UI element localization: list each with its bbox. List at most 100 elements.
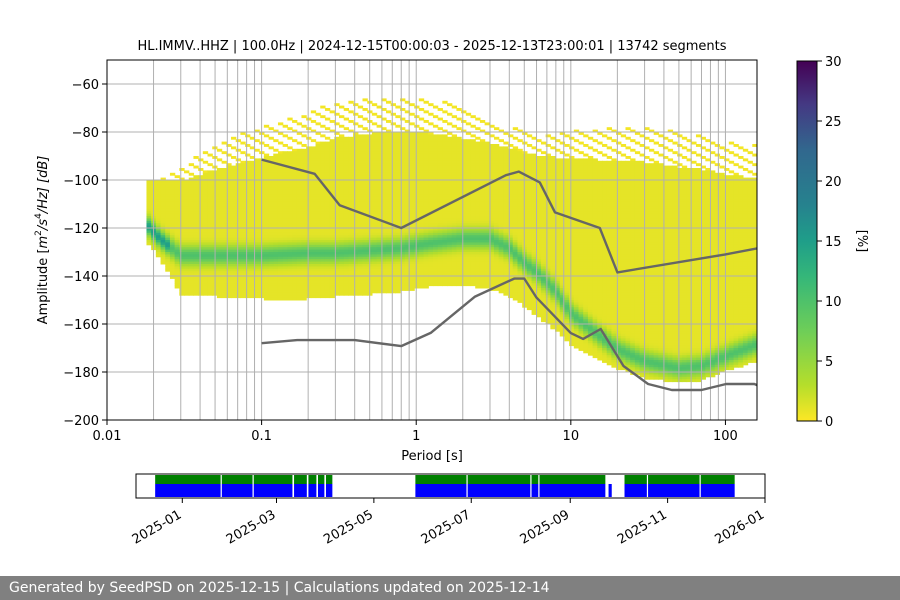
psd-cell: [447, 144, 453, 147]
psd-cell: [287, 127, 293, 131]
psd-cell: [404, 206, 411, 210]
psd-cell: [418, 280, 425, 284]
psd-cell: [498, 172, 504, 176]
psd-cell: [301, 124, 307, 128]
psd-cell: [249, 232, 256, 236]
psd-cell: [353, 196, 359, 200]
psd-cell: [348, 148, 354, 152]
psd-cell: [193, 201, 199, 205]
psd-cell: [287, 256, 293, 260]
psd-cell: [522, 247, 528, 251]
psd-cell: [188, 273, 195, 277]
psd-cell: [465, 237, 472, 241]
psd-cell: [385, 216, 392, 219]
psd-cell: [315, 144, 321, 147]
psd-cell: [418, 172, 425, 176]
psd-cell: [339, 184, 345, 188]
psd-cell: [226, 266, 232, 270]
psd-cell: [198, 273, 204, 277]
psd-cell: [494, 204, 500, 207]
psd-cell: [437, 199, 443, 203]
psd-cell: [357, 146, 364, 150]
psd-cell: [395, 146, 401, 150]
psd-cell: [479, 256, 486, 260]
psd-cell: [517, 283, 523, 287]
psd-cell: [451, 156, 458, 159]
psd-cell: [324, 252, 331, 255]
psd-cell: [400, 158, 406, 162]
psd-cell: [240, 213, 246, 217]
psd-cell: [277, 156, 284, 159]
psd-cell: [292, 172, 298, 176]
psd-cell: [315, 163, 321, 167]
psd-cell: [479, 218, 486, 222]
psd-cell: [296, 264, 303, 267]
psd-cell: [475, 151, 481, 155]
psd-cell: [442, 278, 448, 282]
psd-cell: [301, 204, 307, 207]
psd-cell: [470, 146, 476, 150]
psd-cell: [414, 283, 420, 287]
psd-cell: [376, 163, 382, 167]
psd-cell: [320, 271, 326, 275]
psd-cell: [263, 232, 270, 236]
psd-cell: [277, 216, 284, 219]
psd-cell: [376, 244, 382, 248]
psd-cell: [484, 259, 490, 263]
psd-cell: [329, 175, 335, 179]
psd-cell: [442, 201, 448, 205]
psd-cell: [414, 177, 420, 181]
psd-cell: [193, 249, 199, 253]
psd-cell: [451, 220, 458, 224]
psd-cell: [221, 218, 227, 222]
psd-cell: [296, 247, 303, 251]
psd-cell: [334, 206, 340, 210]
psd-cell: [475, 276, 481, 279]
psd-cell: [324, 184, 331, 188]
psd-cell: [470, 242, 476, 246]
psd-cell: [484, 256, 490, 260]
psd-cell: [231, 266, 237, 270]
psd-cell: [292, 295, 298, 299]
psd-cell: [456, 184, 462, 188]
psd-cell: [362, 192, 368, 195]
psd-cell: [287, 244, 293, 248]
psd-cell: [475, 136, 481, 140]
psd-cell: [155, 254, 162, 258]
psd-cell: [428, 228, 434, 231]
psd-cell: [385, 168, 392, 171]
psd-cell: [517, 204, 523, 207]
psd-cell: [245, 242, 251, 246]
psd-cell: [292, 206, 298, 210]
psd-cell: [423, 184, 429, 188]
psd-cell: [409, 139, 415, 143]
psd-cell: [188, 230, 195, 234]
psd-cell: [348, 196, 354, 200]
psd-cell: [400, 163, 406, 167]
psd-cell: [198, 158, 204, 162]
psd-cell: [512, 168, 519, 171]
psd-cell: [179, 256, 185, 260]
psd-cell: [470, 280, 476, 284]
psd-cell: [503, 206, 509, 210]
psd-cell: [263, 196, 270, 200]
psd-cell: [498, 232, 504, 236]
psd-cell: [508, 225, 514, 229]
psd-cell: [306, 208, 312, 212]
psd-cell: [404, 146, 411, 150]
psd-cell: [484, 196, 490, 200]
psd-cell: [240, 175, 246, 179]
psd-cell: [263, 201, 270, 205]
psd-cell: [216, 189, 223, 193]
psd-cell: [432, 280, 439, 284]
psd-cell: [390, 184, 396, 188]
psd-cell: [432, 244, 439, 248]
psd-cell: [292, 160, 298, 164]
psd-cell: [428, 223, 434, 227]
psd-cell: [348, 266, 354, 270]
psd-cell: [296, 235, 303, 239]
psd-cell: [503, 283, 509, 287]
psd-cell: [395, 165, 401, 169]
psd-cell: [231, 208, 237, 212]
psd-cell: [245, 247, 251, 251]
